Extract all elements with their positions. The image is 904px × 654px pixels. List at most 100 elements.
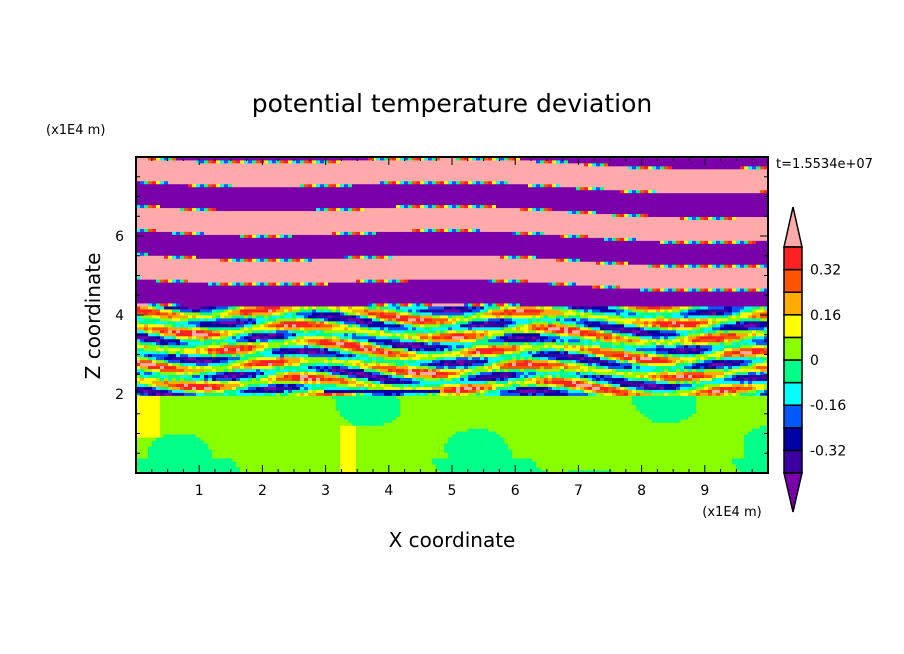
heatmap-cell bbox=[320, 380, 341, 384]
heatmap-cell bbox=[660, 264, 665, 268]
heatmap-cell bbox=[344, 332, 349, 337]
heatmap-cell bbox=[328, 309, 333, 313]
heatmap-cell bbox=[248, 350, 253, 355]
heatmap-cell bbox=[668, 309, 673, 313]
heatmap-cell bbox=[564, 320, 577, 325]
heatmap-cell bbox=[752, 428, 769, 432]
heatmap-cell bbox=[244, 347, 249, 352]
heatmap-cell bbox=[188, 353, 201, 358]
heatmap-cell bbox=[268, 309, 273, 313]
heatmap-cell bbox=[592, 362, 597, 367]
heatmap-cell bbox=[284, 326, 301, 331]
heatmap-cell bbox=[232, 365, 241, 370]
heatmap-cell bbox=[576, 234, 581, 238]
heatmap-cell bbox=[160, 392, 165, 396]
heatmap-cell bbox=[460, 338, 477, 343]
heatmap-cell bbox=[512, 362, 517, 367]
heatmap-cell bbox=[180, 279, 185, 283]
heatmap-cell bbox=[720, 240, 725, 244]
heatmap-cell bbox=[608, 285, 613, 289]
heatmap-cell bbox=[744, 353, 757, 358]
heatmap-cell bbox=[548, 207, 553, 212]
heatmap-cell bbox=[248, 356, 257, 361]
heatmap-cell bbox=[492, 377, 497, 381]
heatmap-cell bbox=[296, 323, 313, 328]
heatmap-cell bbox=[544, 159, 549, 164]
heatmap-cell bbox=[652, 338, 657, 343]
heatmap-cell bbox=[268, 335, 277, 340]
heatmap-cell bbox=[172, 386, 181, 390]
heatmap-cell bbox=[756, 386, 765, 390]
heatmap-cell bbox=[484, 329, 489, 334]
heatmap-cell bbox=[660, 329, 677, 334]
heatmap-cell bbox=[648, 353, 657, 358]
heatmap-cell bbox=[712, 377, 717, 381]
heatmap-cell bbox=[268, 389, 273, 393]
heatmap-cell bbox=[472, 356, 481, 361]
heatmap-cell bbox=[580, 344, 585, 349]
heatmap-cell bbox=[184, 371, 189, 376]
heatmap-cell bbox=[764, 386, 769, 390]
heatmap-cell bbox=[488, 329, 505, 334]
heatmap-cell bbox=[272, 320, 281, 325]
heatmap-cell bbox=[252, 282, 257, 286]
heatmap-cell bbox=[624, 374, 637, 379]
heatmap-cell bbox=[168, 389, 173, 393]
heatmap-cell bbox=[668, 317, 681, 322]
heatmap-cell bbox=[668, 371, 677, 376]
heatmap-cell bbox=[280, 320, 285, 325]
heatmap-cell bbox=[236, 323, 245, 328]
heatmap-cell bbox=[692, 240, 697, 244]
heatmap-cell bbox=[724, 323, 733, 328]
heatmap-cell bbox=[756, 288, 761, 292]
heatmap-cell bbox=[428, 362, 437, 367]
heatmap-cell bbox=[580, 338, 585, 343]
heatmap-cell bbox=[352, 365, 361, 370]
heatmap-cell bbox=[368, 356, 373, 361]
heatmap-cell bbox=[276, 234, 281, 238]
heatmap-cell bbox=[224, 338, 237, 343]
heatmap-cell bbox=[620, 362, 633, 367]
heatmap-cell bbox=[564, 377, 573, 381]
heatmap-cell bbox=[556, 329, 565, 334]
heatmap-cell bbox=[352, 255, 357, 259]
heatmap-cell bbox=[228, 347, 237, 352]
heatmap-cell bbox=[392, 383, 405, 387]
heatmap-cell bbox=[472, 306, 477, 310]
heatmap-cell bbox=[232, 359, 237, 364]
heatmap-cell bbox=[248, 347, 253, 352]
heatmap-cell bbox=[564, 386, 569, 390]
heatmap-cell bbox=[556, 374, 561, 379]
heatmap-cell bbox=[516, 320, 529, 325]
heatmap-cell bbox=[304, 183, 309, 188]
heatmap-cell bbox=[360, 362, 365, 367]
heatmap-cell bbox=[568, 234, 573, 238]
heatmap-cell bbox=[152, 356, 157, 361]
heatmap-cell bbox=[160, 410, 341, 414]
heatmap-cell bbox=[500, 392, 521, 396]
heatmap-cell bbox=[448, 180, 453, 185]
heatmap-cell bbox=[136, 404, 161, 408]
heatmap-cell bbox=[400, 386, 405, 390]
heatmap-cell bbox=[320, 323, 333, 328]
heatmap-cell bbox=[668, 323, 673, 328]
heatmap-cell bbox=[604, 389, 609, 393]
heatmap-cell bbox=[476, 392, 481, 396]
heatmap-cell bbox=[152, 303, 157, 307]
heatmap-cell bbox=[220, 335, 229, 340]
heatmap-cell bbox=[164, 180, 169, 185]
heatmap-cell bbox=[740, 317, 761, 322]
heatmap-cell bbox=[288, 392, 297, 396]
heatmap-cell bbox=[240, 335, 245, 340]
heatmap-cell bbox=[740, 392, 757, 396]
heatmap-cell bbox=[172, 317, 181, 322]
heatmap-cell bbox=[292, 234, 561, 238]
heatmap-cell bbox=[276, 335, 285, 340]
heatmap-cell bbox=[272, 362, 285, 367]
heatmap-cell bbox=[248, 320, 253, 325]
heatmap-cell bbox=[196, 356, 201, 361]
heatmap-cell bbox=[224, 383, 241, 387]
heatmap-cell bbox=[744, 240, 749, 244]
heatmap-cell bbox=[704, 240, 709, 244]
heatmap-cell bbox=[352, 422, 385, 426]
